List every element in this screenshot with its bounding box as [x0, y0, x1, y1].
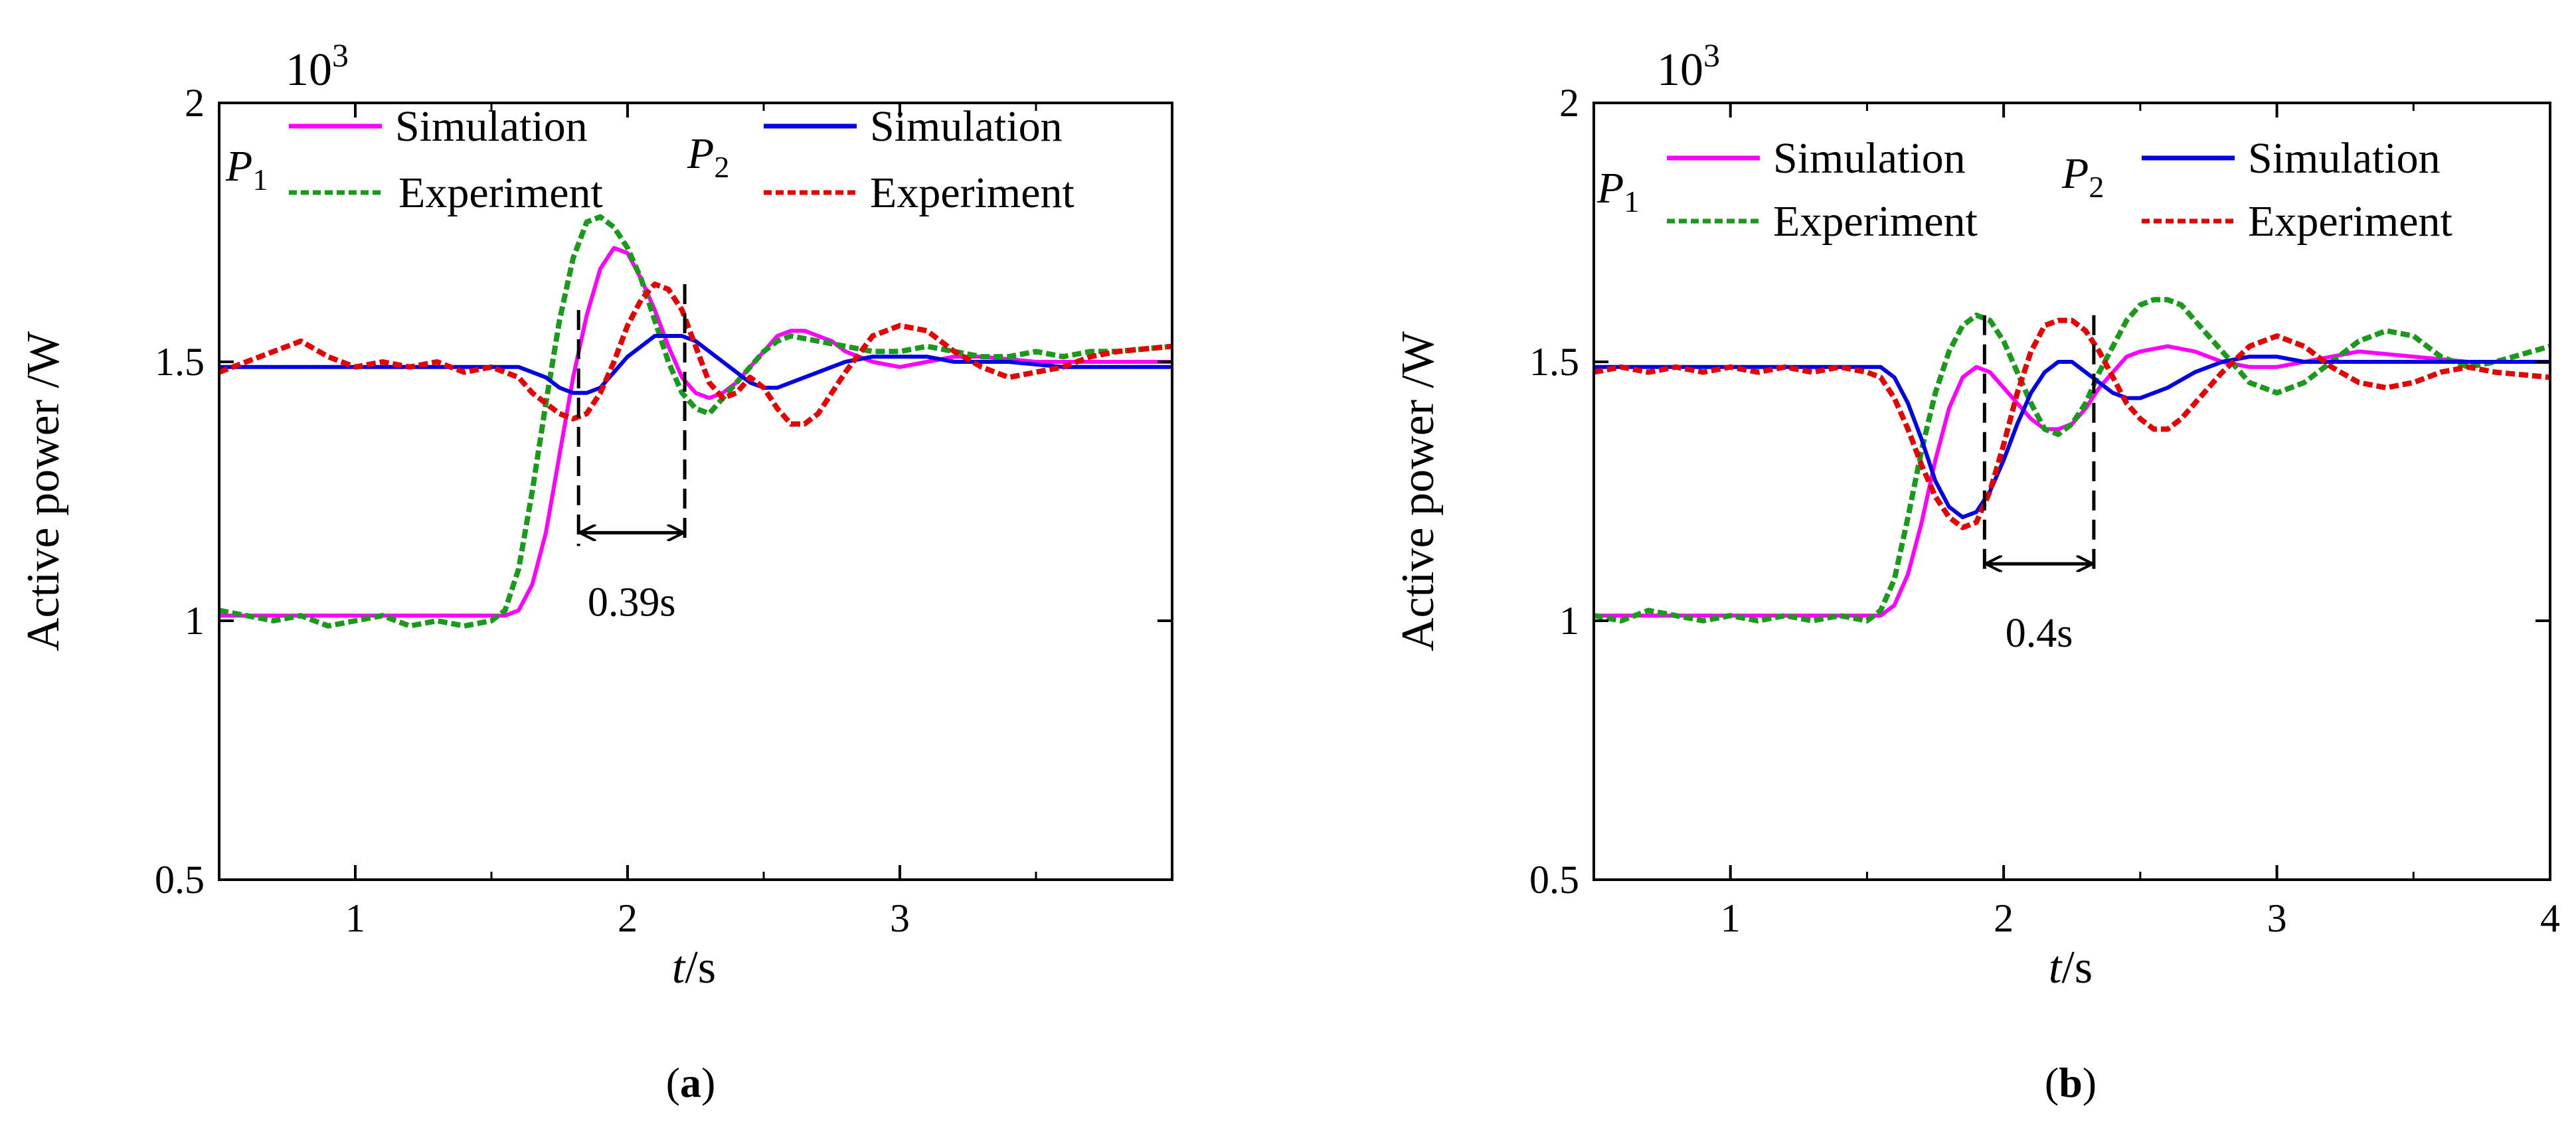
- chart-b-caption: (b): [2045, 1059, 2097, 1106]
- chart-b-annotation: 0.4s: [1982, 315, 2096, 656]
- chart-b-xtick-label: 2: [1994, 896, 2014, 940]
- chart-a-xtick-label: 2: [618, 896, 638, 940]
- chart-a-legend-p2-symbol: P2: [687, 129, 729, 184]
- chart-b-annotation-label: 0.4s: [2006, 611, 2073, 656]
- chart-b-legend-p1-symbol: P1: [1596, 164, 1639, 218]
- chart-b-legend-label-p2-sim: Simulation: [2248, 134, 2441, 183]
- chart-a-ytick-label: 2: [185, 81, 205, 125]
- chart-b-ytick-label: 2: [1559, 81, 1579, 125]
- chart-a-ytick-label: 1: [185, 599, 205, 643]
- chart-b-xtick-label: 4: [2540, 896, 2560, 940]
- chart-a-x-axis-label: t/s: [672, 942, 716, 993]
- chart-a-ytick-label: 1.5: [155, 340, 205, 384]
- chart-a-y-exponent: 103: [286, 37, 349, 96]
- chart-b-xtick-label: 3: [2267, 896, 2287, 940]
- chart-b-legend-label-p2-exp: Experiment: [2248, 197, 2452, 246]
- chart-a-legend-label-p1-exp: Experiment: [398, 169, 603, 217]
- chart-b-ytick-label: 1: [1559, 599, 1579, 643]
- chart-a-ticks: 1 2 3 0.5 1 1.5 2: [155, 81, 1172, 940]
- chart-a-xtick-label: 1: [345, 896, 365, 940]
- chart-b-legend-label-p1-sim: Simulation: [1773, 134, 1966, 183]
- chart-a-caption: (a): [666, 1059, 716, 1106]
- chart-b-ytick-label: 0.5: [1529, 858, 1579, 902]
- chart-a-xtick-label: 3: [890, 896, 910, 940]
- chart-a: 1 2 30.511.52 103 Active power /W t/s (a) …: [18, 37, 1173, 1106]
- chart-a-plot-frame: [218, 102, 1173, 881]
- chart-a-legend-label-p2-exp: Experiment: [870, 169, 1074, 217]
- chart-a-series-group: [218, 214, 1173, 629]
- chart-b-legend-label-p1-exp: Experiment: [1773, 197, 1978, 246]
- chart-a-series-p1-simulation: [219, 246, 1172, 618]
- chart-a-ytick-label: 0.5: [155, 858, 205, 902]
- chart-b-plot-frame: [1592, 102, 2551, 881]
- chart-b-ytick-label: 1.5: [1529, 340, 1579, 384]
- chart-b-xtick-label: 1: [1721, 896, 1741, 940]
- chart-b-series-p1-experiment: [1593, 297, 2551, 623]
- chart-a-series-p2-simulation: [219, 334, 1172, 395]
- chart-b-series-p1-simulation: [1594, 344, 2550, 618]
- chart-a-series-p2-experiment: [218, 282, 1173, 427]
- chart-a-annotation: 0.39s: [576, 284, 687, 625]
- chart-a-legend-p1-symbol: P1: [225, 142, 268, 197]
- chart-a-series-p1-experiment: [218, 214, 1173, 629]
- chart-a-y-axis-label: Active power /W: [18, 331, 69, 651]
- chart-b-legend-p2-symbol: P2: [2061, 149, 2104, 204]
- chart-b-series-p2-simulation: [1594, 355, 2550, 519]
- chart-a-annotation-label: 0.39s: [588, 580, 676, 625]
- chart-b: 1 2 3 4 0.5 1 1.5 2 103 Active power /W t/s (b)…: [1393, 37, 2560, 1106]
- chart-b-ticks: 1 2 3 4 0.5 1 1.5 2: [1529, 81, 2560, 940]
- chart-b-series-p2-experiment: [1593, 317, 2551, 530]
- chart-b-x-axis-label: t/s: [2049, 942, 2093, 993]
- chart-a-legend-label-p1-sim: Simulation: [395, 102, 588, 151]
- chart-a-legend-label-p2-sim: Simulation: [870, 102, 1063, 151]
- chart-b-legend: P1 Simulation Experiment P2 Simulation E…: [1596, 134, 2452, 246]
- chart-b-y-axis-label: Active power /W: [1393, 331, 1444, 651]
- chart-b-series-group: [1593, 297, 2551, 623]
- chart-b-y-exponent: 103: [1657, 37, 1720, 96]
- chart-a-legend: P1 Simulation Experiment P2 Simulation E…: [225, 102, 1074, 217]
